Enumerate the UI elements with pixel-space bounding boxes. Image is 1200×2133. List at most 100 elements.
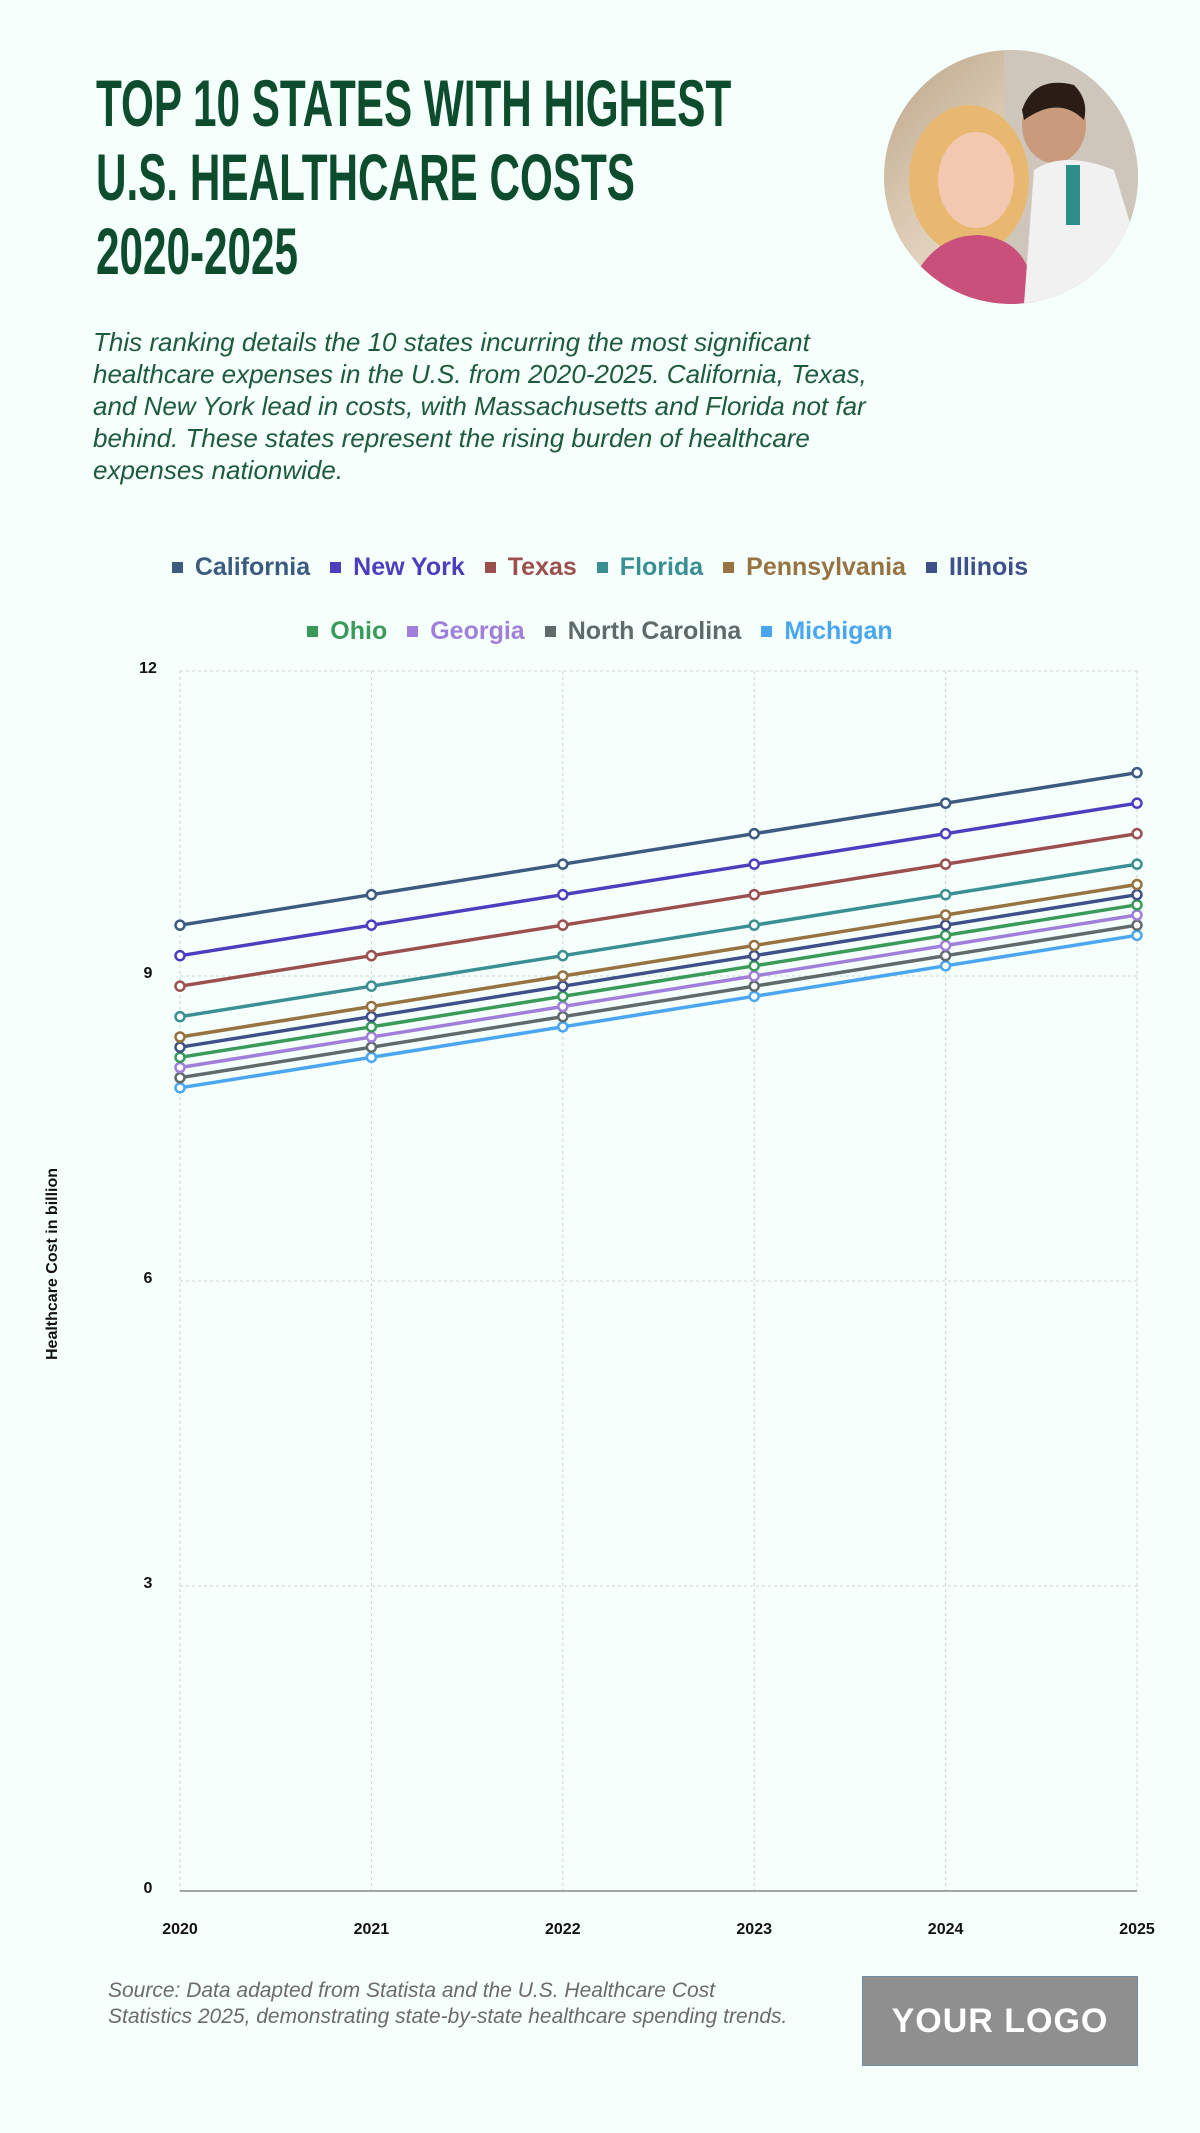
source-note: Source: Data adapted from Statista and t… bbox=[108, 1979, 788, 2028]
legend-label: Michigan bbox=[784, 617, 893, 645]
data-point bbox=[748, 939, 760, 952]
data-point bbox=[557, 888, 569, 901]
y-tick-label: 3 bbox=[144, 1575, 153, 1592]
data-point bbox=[174, 980, 186, 992]
series-line-illinois bbox=[179, 892, 1138, 1049]
y-tick-label: 12 bbox=[139, 660, 157, 677]
data-point bbox=[939, 939, 952, 952]
data-point bbox=[939, 929, 952, 942]
legend-swatch bbox=[330, 561, 342, 573]
series-line-michigan bbox=[179, 933, 1138, 1090]
x-tick-label: 2024 bbox=[928, 1921, 964, 1938]
series-line-north-carolina bbox=[179, 923, 1138, 1080]
x-tick-label: 2020 bbox=[162, 1921, 198, 1938]
legend-swatch bbox=[307, 625, 319, 637]
legend-label: Illinois bbox=[948, 553, 1029, 581]
photo-illustration bbox=[904, 50, 1138, 304]
data-point bbox=[748, 949, 760, 962]
legend-item: New York bbox=[330, 552, 465, 582]
title-line: 2020-2025 bbox=[96, 214, 299, 288]
data-point bbox=[748, 919, 760, 931]
legend-item: Georgia bbox=[407, 616, 525, 646]
data-point bbox=[1131, 929, 1143, 942]
legend-item: Florida bbox=[596, 552, 704, 582]
legend-row: Ohio Georgia North Carolina Michigan bbox=[0, 616, 1200, 646]
data-point bbox=[1131, 827, 1143, 840]
legend-label: Ohio bbox=[330, 617, 388, 645]
data-point bbox=[365, 1051, 378, 1064]
data-point bbox=[557, 1000, 569, 1013]
line-chart: 0 3 6 9 12 2020 2021 2022 2023 2024 2025 bbox=[139, 660, 1155, 1938]
data-point bbox=[557, 980, 569, 992]
data-point bbox=[748, 960, 760, 972]
legend-item: Texas bbox=[484, 552, 577, 582]
legend-item: California bbox=[171, 552, 311, 582]
data-point bbox=[365, 980, 378, 992]
legend-swatch bbox=[723, 561, 735, 573]
data-point bbox=[748, 990, 760, 1003]
page-title: TOP 10 STATES WITH HIGHEST U.S. HEALTHCA… bbox=[96, 66, 731, 288]
legend-label: Florida bbox=[619, 553, 704, 581]
data-point bbox=[1131, 919, 1143, 931]
data-point bbox=[557, 990, 569, 1003]
legend-label: Texas bbox=[507, 553, 577, 581]
data-point bbox=[939, 827, 952, 840]
legend-swatch bbox=[544, 625, 556, 637]
data-point bbox=[557, 858, 569, 870]
data-point bbox=[174, 1041, 186, 1053]
data-point bbox=[748, 858, 760, 870]
data-point bbox=[365, 1031, 378, 1043]
legend-label: New York bbox=[353, 553, 465, 581]
data-point bbox=[748, 970, 760, 982]
data-point bbox=[748, 980, 760, 992]
data-point bbox=[174, 1010, 186, 1023]
series-line-california bbox=[179, 770, 1138, 927]
data-point bbox=[939, 797, 952, 809]
legend-label: Pennsylvania bbox=[746, 553, 906, 581]
data-point bbox=[557, 1010, 569, 1023]
data-point bbox=[939, 888, 952, 901]
series-line-ohio bbox=[179, 903, 1138, 1060]
series-line-pennsylvania bbox=[179, 882, 1138, 1039]
legend-label: Georgia bbox=[430, 617, 525, 645]
data-point bbox=[1131, 858, 1143, 870]
data-point bbox=[174, 1051, 186, 1064]
legend-item: North Carolina bbox=[544, 616, 742, 646]
y-tick-label: 9 bbox=[144, 965, 153, 982]
data-point bbox=[174, 1031, 186, 1043]
legend-swatch bbox=[484, 561, 496, 573]
title-line: TOP 10 STATES WITH HIGHEST bbox=[96, 66, 732, 140]
data-point bbox=[365, 1041, 378, 1053]
data-point bbox=[748, 827, 760, 840]
series-line-georgia bbox=[179, 913, 1138, 1070]
data-point bbox=[557, 1021, 569, 1033]
x-tick-label: 2021 bbox=[354, 1921, 390, 1938]
data-point bbox=[557, 949, 569, 962]
legend-label: North Carolina bbox=[567, 617, 742, 645]
legend-swatch bbox=[596, 561, 608, 573]
logo-placeholder: YOUR LOGO bbox=[862, 1976, 1138, 2066]
legend-swatch bbox=[761, 625, 773, 637]
data-point bbox=[174, 1082, 186, 1094]
data-point bbox=[748, 888, 760, 901]
legend-swatch bbox=[925, 561, 937, 573]
series-line-new-york bbox=[179, 801, 1138, 958]
data-point bbox=[939, 949, 952, 962]
data-point bbox=[365, 1000, 378, 1013]
legend-item: Illinois bbox=[925, 552, 1029, 582]
data-point bbox=[174, 1061, 186, 1074]
data-point bbox=[1131, 909, 1143, 921]
data-point bbox=[939, 909, 952, 921]
data-point bbox=[939, 858, 952, 870]
data-point bbox=[939, 960, 952, 972]
legend-swatch bbox=[171, 561, 183, 573]
legend-swatch bbox=[407, 625, 419, 637]
data-point bbox=[365, 919, 378, 931]
data-point bbox=[174, 949, 186, 962]
data-point bbox=[365, 888, 378, 901]
data-point bbox=[365, 1021, 378, 1033]
legend-label: California bbox=[194, 553, 311, 581]
y-axis-label: Healthcare Cost in billion bbox=[44, 1167, 61, 1360]
data-point bbox=[1131, 899, 1143, 911]
x-tick-label: 2023 bbox=[736, 1921, 772, 1938]
